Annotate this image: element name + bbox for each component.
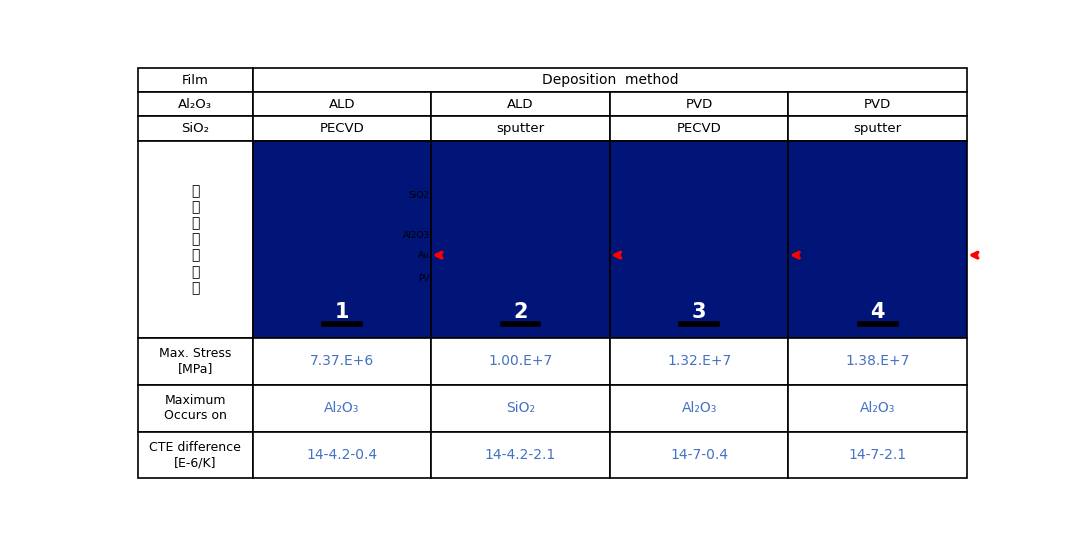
Text: 14-4.2-2.1: 14-4.2-2.1	[485, 448, 556, 462]
Bar	[138, 68, 252, 92]
Text: Al₂O₃: Al₂O₃	[324, 401, 360, 415]
Text: 1.00.E+7: 1.00.E+7	[488, 354, 553, 368]
Bar	[431, 338, 610, 385]
Bar	[431, 141, 610, 338]
Text: 3: 3	[692, 302, 706, 322]
Bar	[610, 116, 788, 141]
Bar	[252, 338, 431, 385]
Bar	[138, 92, 252, 116]
Bar	[138, 116, 252, 141]
Text: 7.37.E+6: 7.37.E+6	[309, 354, 374, 368]
Bar	[788, 141, 967, 338]
Text: Al₂O₃: Al₂O₃	[681, 401, 717, 415]
Text: ALD: ALD	[508, 98, 534, 111]
Text: 4: 4	[871, 302, 885, 322]
Text: Max. Stress
[MPa]: Max. Stress [MPa]	[160, 347, 232, 375]
Bar	[610, 92, 788, 116]
Bar	[788, 385, 967, 432]
Bar	[252, 92, 431, 116]
Bar	[610, 141, 788, 338]
Text: Deposition  method: Deposition method	[541, 73, 678, 87]
Text: PECVD: PECVD	[677, 122, 721, 135]
Text: 1.38.E+7: 1.38.E+7	[845, 354, 910, 368]
Text: 14-7-2.1: 14-7-2.1	[848, 448, 907, 462]
Text: Al₂O₃: Al₂O₃	[860, 401, 896, 415]
Bar	[138, 141, 252, 338]
Bar	[252, 432, 431, 478]
Text: Al₂O₃: Al₂O₃	[178, 98, 212, 111]
Bar	[431, 432, 610, 478]
Text: 시
물
레
이
션
결
과: 시 물 레 이 션 결 과	[191, 184, 199, 295]
Bar	[788, 338, 967, 385]
Text: SiO₂: SiO₂	[181, 122, 209, 135]
Text: sputter: sputter	[854, 122, 902, 135]
Text: Maximum
Occurs on: Maximum Occurs on	[164, 394, 226, 423]
Text: SiO₂: SiO₂	[506, 401, 535, 415]
Text: 14-4.2-0.4: 14-4.2-0.4	[306, 448, 377, 462]
Text: CTE difference
[E-6/K]: CTE difference [E-6/K]	[149, 441, 241, 469]
Text: Al2O3: Al2O3	[402, 231, 430, 240]
Text: SiO2: SiO2	[409, 192, 430, 200]
Bar	[252, 116, 431, 141]
Text: PV: PV	[418, 274, 430, 283]
Bar	[788, 116, 967, 141]
Bar	[610, 338, 788, 385]
Bar	[252, 68, 967, 92]
Text: PVD: PVD	[686, 98, 713, 111]
Bar	[252, 141, 431, 338]
Text: 1: 1	[334, 302, 349, 322]
Text: Au: Au	[418, 250, 430, 260]
Bar	[788, 432, 967, 478]
Bar	[138, 432, 252, 478]
Bar	[788, 92, 967, 116]
Text: Film: Film	[182, 74, 209, 87]
Text: ALD: ALD	[329, 98, 355, 111]
Bar	[138, 338, 252, 385]
Text: sputter: sputter	[497, 122, 544, 135]
Bar	[431, 385, 610, 432]
Text: PECVD: PECVD	[319, 122, 364, 135]
Text: 14-7-0.4: 14-7-0.4	[671, 448, 728, 462]
Bar	[431, 116, 610, 141]
Text: 2: 2	[513, 302, 528, 322]
Text: PVD: PVD	[865, 98, 892, 111]
Text: 1.32.E+7: 1.32.E+7	[667, 354, 731, 368]
Bar	[138, 385, 252, 432]
Bar	[431, 92, 610, 116]
Bar	[610, 385, 788, 432]
Bar	[252, 385, 431, 432]
Bar	[610, 432, 788, 478]
